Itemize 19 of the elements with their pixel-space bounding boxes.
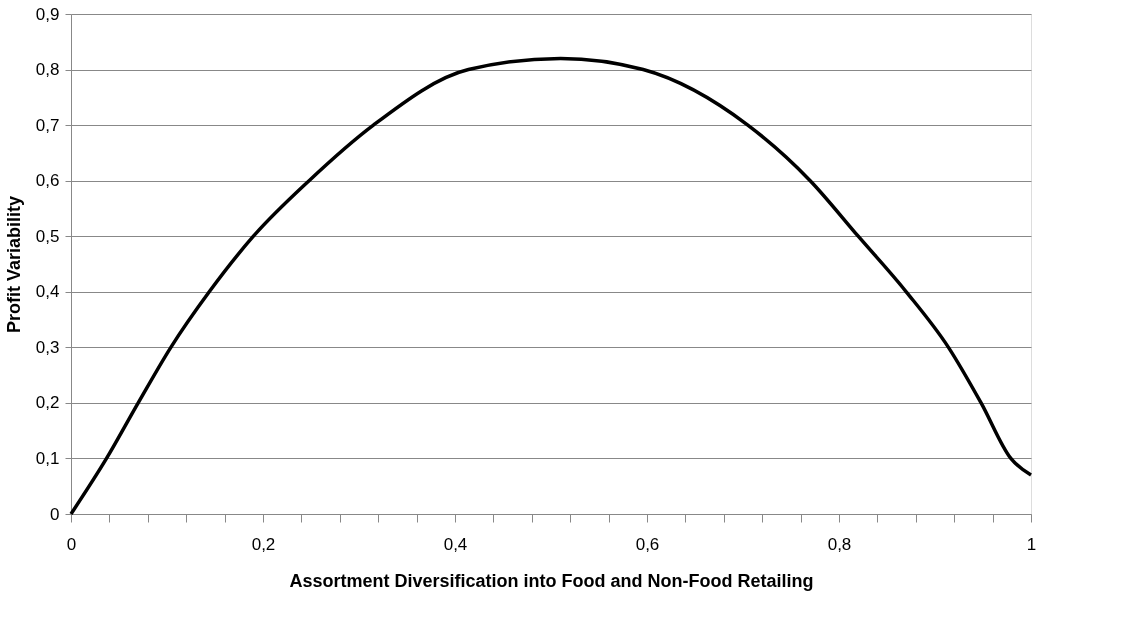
y-tick-label: 0,3 — [35, 337, 60, 357]
x-tick-label: 0,2 — [251, 534, 276, 554]
y-tick-label: 0,7 — [35, 115, 60, 135]
y-tick-label: 0,8 — [35, 60, 60, 80]
y-tick-label: 0,6 — [35, 171, 60, 191]
y-axis-title: Profit Variability — [3, 195, 24, 334]
y-tick-label: 0,4 — [35, 282, 60, 302]
x-tick-label: 0 — [66, 534, 77, 554]
x-tick-label: 1 — [1026, 534, 1037, 554]
x-tick-label: 0,4 — [443, 534, 468, 554]
x-tick-label: 0,6 — [635, 534, 660, 554]
y-tick-label: 0,5 — [35, 226, 60, 246]
y-tick-label: 0,1 — [35, 448, 60, 468]
line-series — [69, 56, 1033, 516]
y-tick-label: 0,9 — [35, 4, 60, 24]
x-axis-title: Assortment Diversification into Food and Non-Food Retailing — [289, 570, 814, 591]
x-tick-label: 0,8 — [827, 534, 852, 554]
y-tick-label: 0 — [50, 504, 60, 524]
y-tick-label: 0,2 — [35, 393, 60, 413]
